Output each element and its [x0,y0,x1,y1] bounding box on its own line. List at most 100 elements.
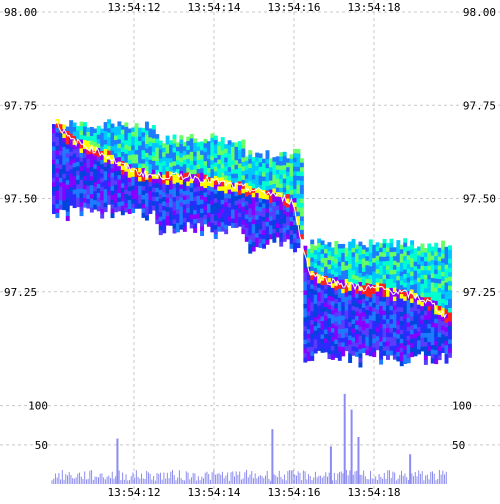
depth-cell-74 [62,182,67,188]
depth-cell-119 [69,200,74,206]
depth-cell-834 [196,164,201,170]
depth-cell-943 [213,202,218,208]
depth-cell-2321 [420,243,425,249]
depth-cell-444 [127,191,132,197]
depth-cell-1162 [251,206,256,212]
depth-cell-484 [134,194,139,200]
depth-cell-1176 [255,170,260,176]
depth-cell-1278 [272,179,277,185]
depth-cell-608 [158,154,163,160]
depth-cell-2317 [417,335,421,341]
depth-cell-2075 [386,301,390,307]
depth-cell-1943 [368,279,373,285]
depth-cell-1434 [296,243,301,249]
depth-cell-2268 [410,334,415,340]
depth-cell-62 [62,129,67,135]
depth-cell-1212 [258,238,263,244]
depth-cell-295 [103,140,108,145]
depth-cell-2236 [406,313,411,319]
depth-cell-695 [172,179,177,185]
depth-cell-1814 [351,270,356,276]
depth-cell-1590 [320,285,325,291]
depth-cell-75 [62,187,67,193]
depth-cell-1663 [330,283,335,289]
depth-cell-1247 [265,208,270,214]
depth-cell-1467 [303,308,308,314]
depth-cell-136 [72,194,77,200]
depth-cell-1732 [341,243,346,249]
depth-cell-1380 [289,203,294,209]
depth-cell-1422 [296,189,301,195]
depth-cell-1114 [244,178,249,184]
depth-cell-428 [124,202,129,208]
depth-cell-1359 [286,194,291,200]
depth-cell-1578 [317,341,322,347]
depth-cell-1071 [237,150,242,156]
depth-cell-685 [172,134,177,140]
depth-cell-203 [86,154,91,160]
depth-cell-1 [52,128,56,134]
depth-cell-599 [155,196,160,202]
depth-cell-2541 [448,317,452,322]
depth-cell-1092 [241,157,246,163]
depth-cell-1427 [296,211,301,217]
depth-cell-2073 [386,292,390,298]
depth-cell-1502 [306,351,311,357]
depth-cell-1249 [265,217,270,223]
depth-cell-2081 [386,328,390,334]
depth-cell-2074 [386,296,390,302]
depth-cell-1401 [293,198,297,204]
depth-cell-327 [107,190,112,196]
depth-cell-796 [189,174,194,180]
depth-cell-2068 [386,269,390,275]
depth-cell-1722 [337,315,342,321]
depth-cell-2528 [448,258,452,264]
depth-cell-1338 [282,183,287,189]
depth-cell-556 [148,168,153,174]
depth-cell-1759 [344,256,349,262]
depth-cell-765 [182,217,187,223]
depth-cell-986 [220,204,225,210]
depth-cell-1146 [248,230,253,236]
depth-cell-1632 [327,255,332,261]
depth-cell-2200 [403,269,408,275]
depth-cell-2115 [392,251,397,257]
depth-cell-623 [158,221,163,227]
depth-cell-1758 [344,252,349,258]
depth-cell-2470 [437,341,442,347]
depth-cell-438 [127,164,132,170]
depth-cell-605 [158,140,163,146]
depth-cell-2312 [417,313,421,319]
depth-cell-1515 [310,288,315,294]
depth-cell-2384 [427,301,432,307]
depth-cell-2526 [448,249,452,255]
depth-cell-1292 [275,156,280,162]
depth-cell-1937 [368,252,373,258]
depth-cell-1864 [358,268,363,274]
depth-cell-2381 [427,288,432,294]
depth-cell-1945 [368,288,373,294]
depth-cell-1703 [334,343,339,349]
depth-cell-592 [155,165,160,171]
depth-cell-2144 [396,262,401,268]
depth-cell-1041 [231,187,236,193]
depth-cell-1123 [244,218,249,224]
depth-cell-1489 [306,293,311,299]
depth-cell-2524 [444,358,449,364]
depth-cell-1010 [224,224,229,230]
depth-cell-562 [148,195,153,201]
depth-cell-2492 [441,321,446,327]
depth-cell-1003 [224,193,229,199]
depth-cell-2129 [392,314,397,320]
depth-cell-1506 [310,248,315,254]
depth-cell-1143 [248,217,253,223]
depth-cell-285 [100,191,105,197]
depth-cell-2120 [392,274,397,280]
depth-cell-1217 [262,172,266,178]
depth-cell-1808 [351,243,356,249]
depth-cell-2085 [386,345,390,351]
depth-cell-916 [210,178,215,184]
depth-cell-825 [193,214,198,220]
depth-cell-1529 [310,351,315,357]
depth-cell-780 [186,190,191,196]
